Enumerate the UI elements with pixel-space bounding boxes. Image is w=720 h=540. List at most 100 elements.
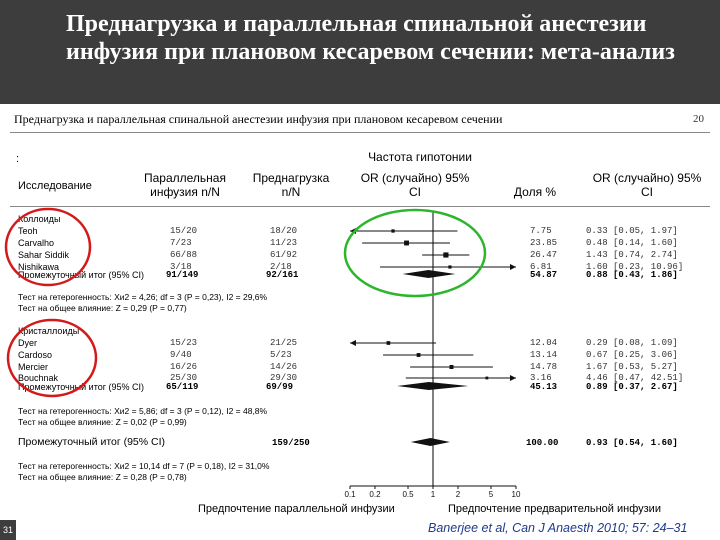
or-column-header: OR (случайно) 95% CI [360,171,470,199]
study-name: Dyer [18,338,38,348]
weight-value: 13.14 [530,350,558,360]
axis-tick-label: 0.5 [402,490,414,499]
heterogeneity-note: Тест на гетерогенность: Хи2 = 5,86; df =… [18,406,268,416]
subtotal-weight-value: 54.87 [530,270,558,280]
study-name: Nishikawa [18,262,60,272]
subtotal-diamond [402,270,456,278]
study-name: Carvalho [18,238,55,248]
ci-arrow [510,375,516,381]
favours-coload-label: Предпочтение параллельной инфузии [198,503,395,515]
preload-value: 18/20 [270,226,298,236]
point-estimate [449,365,454,369]
preload-value: 14/26 [270,362,298,372]
ci-arrow [350,340,356,346]
green-highlight-ellipse [343,208,487,298]
or-ci-value: 4.46 [0.47, 42.51] [586,373,684,383]
overall-or-ci-value: 0.93 [0.54, 1.60] [586,438,678,448]
axis-tick-label: 2 [456,490,461,499]
title-bar: Преднагрузка и параллельная спинальной а… [0,0,720,104]
subtotal-preload-value: 92/161 [266,270,299,280]
point-estimate [391,229,395,233]
overall-diamond [410,438,450,446]
ci-arrow [510,264,516,270]
axis-tick-label: 0.2 [369,490,381,499]
preload-value: 5/23 [270,350,292,360]
slide-title: Преднагрузка и параллельная спинальной а… [66,11,675,65]
coload-value: 3/18 [170,262,192,272]
point-estimate [485,376,489,380]
or-ci-value: 0.48 [0.14, 1.60] [586,238,678,248]
study-name: Mercier [18,362,49,372]
study-name: Bouchnak [18,373,59,383]
preload-value: 29/30 [270,373,298,383]
weight-value: 6.81 [530,262,552,272]
coload-value: 66/88 [170,250,198,260]
slide-number: 31 [0,520,16,540]
weight-value: 26.47 [530,250,558,260]
subtotal-diamond [397,382,469,390]
page-mark: 20 [693,113,704,125]
subtotal-coload-value: 91/149 [166,270,199,280]
header-divider [10,206,710,207]
or-ci-column-header: OR (случайно) 95% CI [592,171,702,199]
overall-coload-value: 159/250 [272,438,310,448]
study-name: Sahar Siddik [18,250,70,260]
preload-value: 61/92 [270,250,298,260]
weight-value: 3.16 [530,373,552,383]
study-name: Teoh [18,226,38,236]
subtitle-divider [10,132,710,133]
coload-value: 16/26 [170,362,198,372]
favours-preload-label: Предпочтение предварительной инфузии [448,503,661,515]
coload-value: 7/23 [170,238,192,248]
coload-column-header: Параллельная инфузия n/N [144,171,226,199]
or-ci-value: 0.33 [0.05, 1.97] [586,226,678,236]
overall-weight-value: 100.00 [526,438,559,448]
axis-tick-label: 1 [431,490,436,499]
group-label-crystalloids: Кристаллоиды [18,326,80,336]
x-axis: 0.1 0.2 0.5 1 2 5 10 [344,485,521,499]
axis-tick-label: 10 [512,490,521,499]
heterogeneity-note: Тест на гетерогенность: Хи2 = 10,14 df =… [18,461,270,471]
outcome-header: Частота гипотонии [368,150,472,164]
study-name: Cardoso [18,350,53,360]
citation: Banerjee et al, Can J Anaesth 2010; 57: … [428,521,688,535]
point-estimate [386,341,391,345]
weight-value: 7.75 [530,226,552,236]
or-ci-value: 0.29 [0.08, 1.09] [586,338,678,348]
overall-label: Промежуточный итог (95% CI) [18,436,166,448]
preload-value: 11/23 [270,238,298,248]
overall-effect-note: Тест на общее влияние: Z = 0,29 (P = 0,7… [18,303,187,313]
point-estimate [448,265,452,269]
overall-effect-note: Тест на общее влияние: Z = 0,02 (P = 0,9… [18,417,187,427]
or-ci-value: 0.67 [0.25, 3.06] [586,350,678,360]
or-ci-value: 1.60 [0.23, 10.96] [586,262,684,272]
axis-tick-label: 0.1 [344,490,356,499]
subtotal-weight-value: 45.13 [530,382,558,392]
preload-value: 21/25 [270,338,298,348]
red-highlight-ellipse [6,318,98,398]
or-ci-value: 1.67 [0.53, 5.27] [586,362,678,372]
subtotal-label: Промежуточный итог (95% CI) [18,270,145,280]
weight-value: 12.04 [530,338,558,348]
weight-value: 14.78 [530,362,558,372]
overall-effect-note: Тест на общее влияние: Z = 0,28 (P = 0,7… [18,472,187,482]
coload-value: 25/30 [170,373,198,383]
or-ci-value: 1.43 [0.74, 2.74] [586,250,678,260]
preload-column-header: Преднагрузка n/N [252,171,330,199]
colon-mark: : [16,153,20,165]
group-label-colloids: Коллоиды [18,214,61,224]
preload-value: 2/18 [270,262,292,272]
heterogeneity-note: Тест на гетерогенность: Хи2 = 4,26; df =… [18,292,268,302]
coload-value: 9/40 [170,350,192,360]
point-estimate [404,240,409,246]
study-column-header: Исследование [18,180,92,192]
red-highlight-ellipse [4,207,92,287]
point-estimate [443,252,449,258]
point-estimate [416,353,421,357]
weight-value: 23.85 [530,238,558,248]
figure-subtitle: Преднагрузка и параллельная спинальной а… [14,112,503,126]
coload-value: 15/20 [170,226,198,236]
subtotal-preload-value: 69/99 [266,382,294,392]
forest-marks [350,228,516,446]
